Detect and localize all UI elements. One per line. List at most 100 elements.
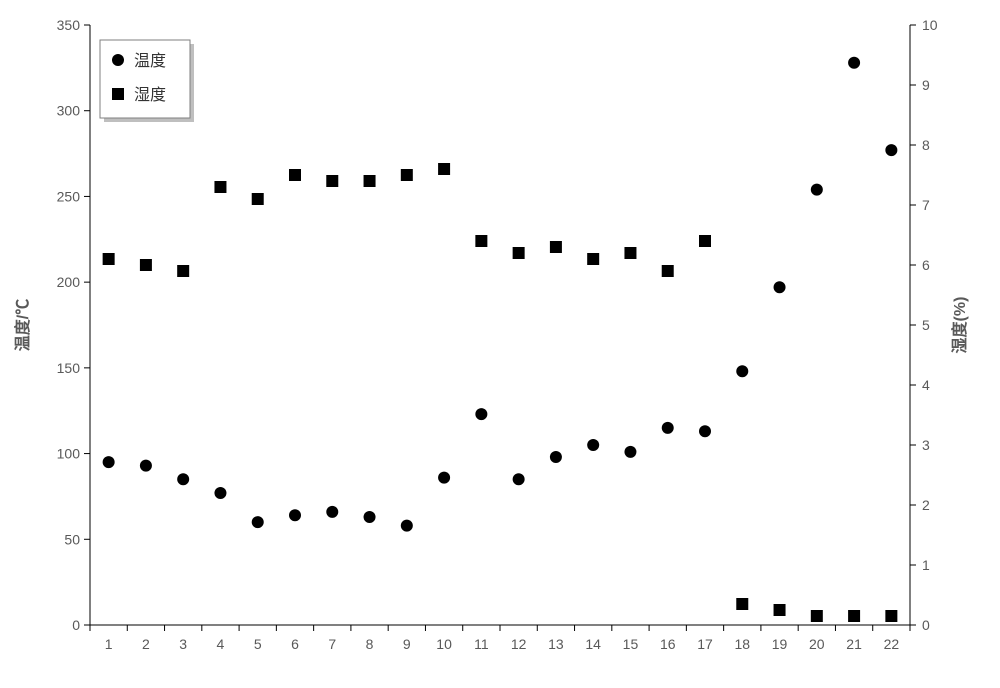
- humidity-point: [177, 265, 189, 277]
- humidity-point: [513, 247, 525, 259]
- temperature-point: [140, 460, 152, 472]
- x-tick-label: 12: [511, 636, 527, 652]
- y-left-tick-label: 250: [57, 188, 81, 204]
- y-left-tick-label: 200: [57, 274, 81, 290]
- humidity-point: [326, 175, 338, 187]
- y-right-tick-label: 8: [922, 137, 930, 153]
- series-humidity: [103, 163, 898, 622]
- humidity-point: [289, 169, 301, 181]
- temperature-point: [177, 473, 189, 485]
- humidity-point: [140, 259, 152, 271]
- temperature-point: [624, 446, 636, 458]
- humidity-point: [662, 265, 674, 277]
- y-left-axis-title: 温度/℃: [13, 299, 32, 352]
- humidity-point: [774, 604, 786, 616]
- humidity-point: [736, 598, 748, 610]
- x-tick-label: 15: [623, 636, 639, 652]
- y-left-tick-label: 0: [72, 617, 80, 633]
- x-tick-label: 13: [548, 636, 564, 652]
- x-axis: 12345678910111213141516171819202122: [90, 625, 910, 652]
- legend-marker-circle-icon: [112, 54, 124, 66]
- plot-area: [90, 25, 910, 625]
- legend-label: 湿度: [134, 86, 166, 104]
- humidity-point: [699, 235, 711, 247]
- y-right-tick-label: 3: [922, 437, 930, 453]
- temperature-point: [289, 509, 301, 521]
- x-tick-label: 9: [403, 636, 411, 652]
- temperature-point: [885, 144, 897, 156]
- legend-label: 温度: [134, 52, 166, 70]
- temperature-point: [774, 281, 786, 293]
- humidity-point: [550, 241, 562, 253]
- y-right-tick-label: 7: [922, 197, 930, 213]
- y-left-tick-label: 50: [64, 531, 80, 547]
- temperature-point: [214, 487, 226, 499]
- temperature-point: [699, 425, 711, 437]
- y-left-tick-label: 150: [57, 360, 81, 376]
- humidity-point: [214, 181, 226, 193]
- temperature-point: [364, 511, 376, 523]
- temperature-point: [326, 506, 338, 518]
- humidity-point: [848, 610, 860, 622]
- temperature-point: [736, 365, 748, 377]
- temperature-point: [550, 451, 562, 463]
- temperature-point: [103, 456, 115, 468]
- x-tick-label: 16: [660, 636, 676, 652]
- x-tick-label: 21: [846, 636, 862, 652]
- x-tick-label: 7: [328, 636, 336, 652]
- x-tick-label: 5: [254, 636, 262, 652]
- y-right-axis-title: 湿度(%): [950, 297, 969, 355]
- legend-box: [100, 40, 190, 118]
- x-tick-label: 2: [142, 636, 150, 652]
- temperature-point: [252, 516, 264, 528]
- x-tick-label: 8: [366, 636, 374, 652]
- x-tick-label: 1: [105, 636, 113, 652]
- humidity-point: [587, 253, 599, 265]
- humidity-point: [811, 610, 823, 622]
- y-left-axis: 0 50 100 150 200 250 300 350: [57, 17, 90, 633]
- dual-axis-scatter-chart: 050100150200250300350 012345678910 12345…: [0, 0, 1000, 688]
- x-tick-label: 18: [734, 636, 750, 652]
- series-temperature: [103, 57, 898, 532]
- humidity-point: [475, 235, 487, 247]
- humidity-point: [624, 247, 636, 259]
- y-right-tick-label: 6: [922, 257, 930, 273]
- temperature-point: [587, 439, 599, 451]
- y-right-tick-label: 10: [922, 17, 938, 33]
- legend: 温度湿度: [100, 40, 194, 122]
- temperature-point: [811, 184, 823, 196]
- y-left-tick-label: 100: [57, 446, 81, 462]
- x-tick-label: 6: [291, 636, 299, 652]
- x-tick-label: 3: [179, 636, 187, 652]
- humidity-point: [252, 193, 264, 205]
- x-tick-label: 11: [474, 636, 489, 652]
- temperature-point: [848, 57, 860, 69]
- humidity-point: [885, 610, 897, 622]
- x-tick-label: 4: [217, 636, 225, 652]
- humidity-point: [103, 253, 115, 265]
- temperature-point: [513, 473, 525, 485]
- humidity-point: [364, 175, 376, 187]
- y-right-axis: 0 1 2 3 4 5 6 7 8 9 10: [910, 17, 938, 633]
- temperature-point: [438, 472, 450, 484]
- humidity-point: [438, 163, 450, 175]
- x-tick-label: 20: [809, 636, 825, 652]
- temperature-point: [401, 520, 413, 532]
- x-tick-label: 10: [436, 636, 452, 652]
- temperature-point: [662, 422, 674, 434]
- y-right-tick-label: 9: [922, 77, 930, 93]
- y-left-tick-label: 350: [57, 17, 81, 33]
- x-tick-label: 14: [585, 636, 601, 652]
- y-right-tick-label: 5: [922, 317, 930, 333]
- y-right-tick-label: 0: [922, 617, 930, 633]
- legend-marker-square-icon: [112, 88, 124, 100]
- y-right-tick-label: 2: [922, 497, 930, 513]
- y-right-tick-label: 1: [922, 557, 930, 573]
- x-tick-label: 19: [772, 636, 788, 652]
- y-right-tick-label: 4: [922, 377, 930, 393]
- y-left-tick-label: 300: [57, 103, 81, 119]
- x-tick-label: 17: [697, 636, 713, 652]
- temperature-point: [475, 408, 487, 420]
- humidity-point: [401, 169, 413, 181]
- x-tick-label: 22: [884, 636, 900, 652]
